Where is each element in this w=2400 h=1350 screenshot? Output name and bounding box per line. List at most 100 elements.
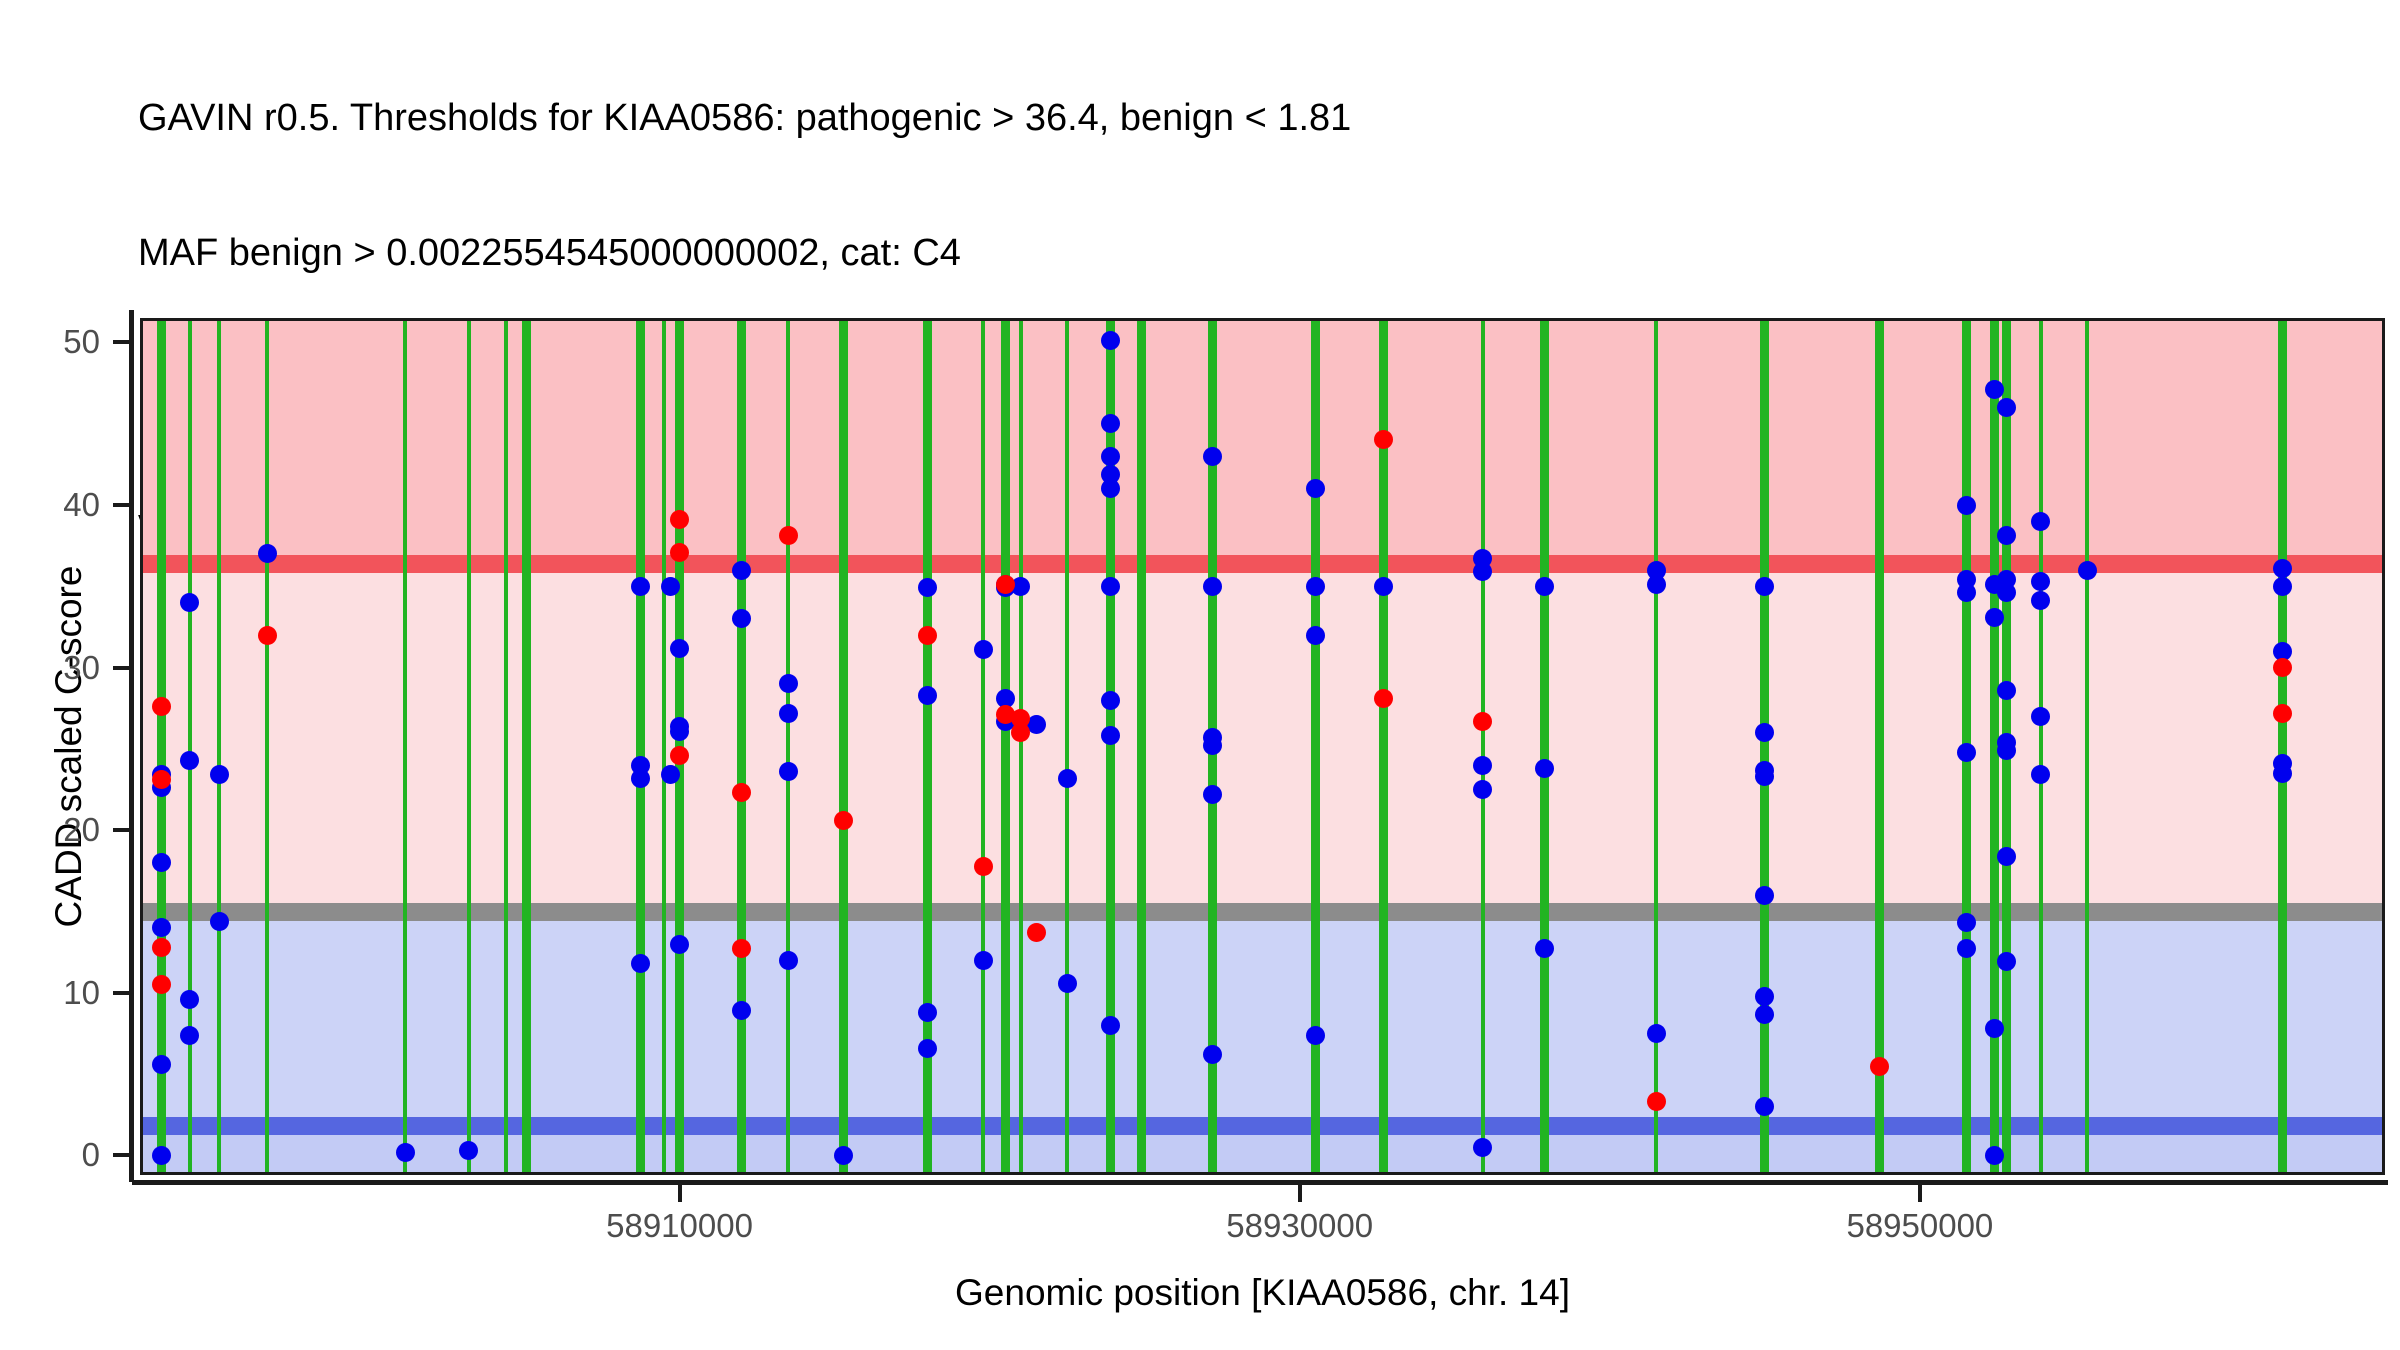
data-point-red xyxy=(152,937,172,957)
exon-line xyxy=(2278,318,2288,1175)
data-point-blue xyxy=(180,989,200,1009)
y-tick-mark xyxy=(113,1153,130,1158)
data-point-red xyxy=(1646,1092,1666,1112)
data-point-blue xyxy=(778,703,798,723)
data-point-blue xyxy=(152,918,172,938)
data-point-blue xyxy=(180,750,200,770)
data-point-blue xyxy=(395,1142,415,1162)
x-tick-label: 58910000 xyxy=(606,1207,753,1244)
data-point-blue xyxy=(670,934,690,954)
data-point-blue xyxy=(732,560,752,580)
exon-line xyxy=(1310,318,1320,1175)
data-point-blue xyxy=(1473,562,1493,582)
data-point-red xyxy=(1870,1056,1890,1076)
data-point-blue xyxy=(778,674,798,694)
exon-line xyxy=(981,318,986,1175)
data-point-blue xyxy=(1646,1024,1666,1044)
y-axis-line xyxy=(129,310,134,1182)
plot-area xyxy=(140,318,2385,1175)
data-point-blue xyxy=(1101,479,1121,499)
data-point-red xyxy=(995,705,1015,725)
data-point-blue xyxy=(1755,1004,1775,1024)
data-point-blue xyxy=(1646,575,1666,595)
data-point-red xyxy=(1011,723,1031,743)
exon-line xyxy=(839,318,849,1175)
data-point-blue xyxy=(1997,680,2017,700)
data-point-blue xyxy=(1057,768,1077,788)
y-tick-label: 0 xyxy=(81,1136,100,1174)
data-point-blue xyxy=(1984,1019,2004,1039)
data-point-blue xyxy=(1473,755,1493,775)
exon-line xyxy=(1378,318,1388,1175)
exon-line xyxy=(1875,318,1885,1175)
x-tick-mark xyxy=(1297,1185,1302,1202)
data-point-blue xyxy=(2031,511,2051,531)
y-tick-label: 50 xyxy=(63,323,100,361)
data-point-blue xyxy=(459,1141,479,1161)
data-point-blue xyxy=(732,609,752,629)
y-tick-mark xyxy=(113,503,130,507)
exon-line xyxy=(503,318,508,1175)
exon-line xyxy=(2038,318,2043,1175)
data-point-blue xyxy=(1535,758,1555,778)
y-tick-mark xyxy=(113,990,130,995)
exon-line xyxy=(466,318,471,1175)
data-point-blue xyxy=(1203,1045,1223,1065)
data-point-blue xyxy=(1997,741,2017,761)
data-point-blue xyxy=(631,768,651,788)
data-point-blue xyxy=(2031,765,2051,785)
exon-line xyxy=(1760,318,1770,1175)
data-point-blue xyxy=(1101,464,1121,484)
data-point-blue xyxy=(2031,591,2051,611)
exon-line xyxy=(1106,318,1116,1175)
data-point-blue xyxy=(1305,479,1325,499)
exon-line xyxy=(923,318,933,1175)
y-tick-mark xyxy=(113,340,130,345)
exon-line xyxy=(1540,318,1550,1175)
x-axis-line xyxy=(132,1180,2388,1185)
data-point-blue xyxy=(918,578,938,598)
data-point-blue xyxy=(209,911,229,931)
x-axis-title: Genomic position [KIAA0586, chr. 14] xyxy=(955,1272,1570,1313)
exon-line xyxy=(217,318,222,1175)
data-point-blue xyxy=(2273,641,2293,661)
data-point-blue xyxy=(2031,571,2051,591)
data-point-red xyxy=(732,939,752,959)
y-tick-label: 40 xyxy=(63,486,100,523)
data-point-blue xyxy=(995,689,1015,709)
data-point-blue xyxy=(1203,736,1223,756)
x-tick-mark xyxy=(1917,1185,1922,1202)
data-point-red xyxy=(1373,689,1393,709)
exon-line xyxy=(1480,318,1485,1175)
x-tick-label: 58930000 xyxy=(1226,1207,1374,1244)
y-tick-mark xyxy=(113,665,130,670)
data-point-blue xyxy=(1101,1015,1121,1035)
data-point-blue xyxy=(1997,526,2017,546)
data-point-red xyxy=(2273,658,2293,678)
data-point-blue xyxy=(631,576,651,596)
data-point-blue xyxy=(152,853,172,873)
exon-line xyxy=(662,318,667,1175)
exon-line xyxy=(786,318,791,1175)
data-point-blue xyxy=(1101,331,1121,351)
data-point-blue xyxy=(1997,846,2017,866)
data-point-red xyxy=(973,856,993,876)
data-point-red xyxy=(152,697,172,717)
data-point-blue xyxy=(1203,576,1223,596)
y-tick-label: 10 xyxy=(63,973,100,1011)
data-point-red xyxy=(1473,711,1493,731)
data-point-blue xyxy=(1305,1025,1325,1045)
data-point-blue xyxy=(1535,939,1555,959)
band-benign-upper xyxy=(140,911,2385,1127)
threshold-line-benign-threshold xyxy=(140,1117,2385,1136)
data-point-red xyxy=(778,526,798,546)
title-line-1: GAVIN r0.5. Thresholds for KIAA0586: pat… xyxy=(138,97,1352,139)
data-point-blue xyxy=(1011,576,1031,596)
data-point-blue xyxy=(660,765,680,785)
exon-line xyxy=(1000,318,1010,1175)
title-line-2: MAF benign > 0.0022554545000000002, cat:… xyxy=(138,232,961,274)
exon-line xyxy=(1654,318,1659,1175)
data-point-blue xyxy=(1101,726,1121,746)
data-point-blue xyxy=(1956,583,1976,603)
